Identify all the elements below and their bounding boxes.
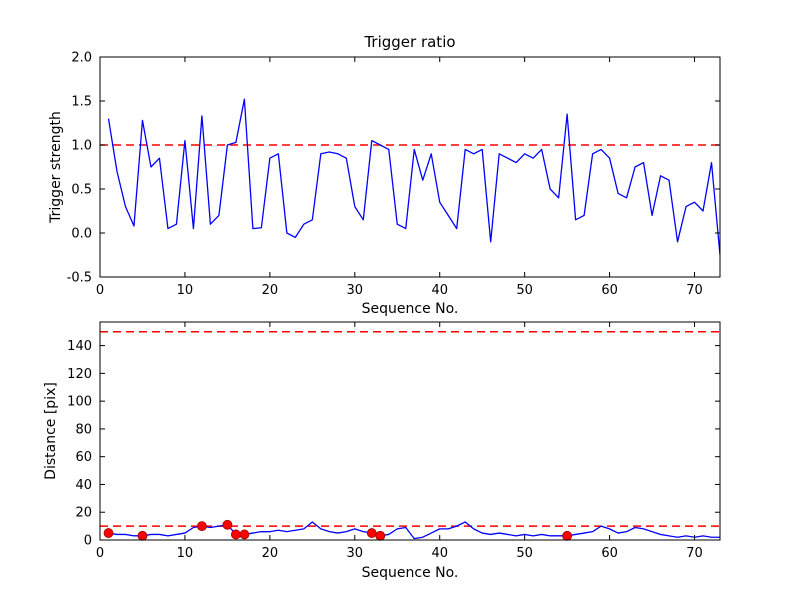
x-tick-label: 60 [601,283,618,298]
series-line [107,98,721,256]
axes-frame [99,321,721,541]
x-tick-label: 70 [686,546,703,561]
data-point-marker [137,530,148,541]
y-tick-label: 0.5 [71,183,92,198]
x-tick-label: 30 [347,546,364,561]
y-tick-label: 100 [67,395,92,410]
y-tick-label: 20 [75,506,92,521]
data-point-marker [562,530,573,541]
x-tick-label: 30 [347,283,364,298]
data-point-marker [222,519,233,530]
y-tick-label: 2.0 [71,51,92,66]
x-tick-label: 40 [431,283,448,298]
x-tick-label: 0 [96,546,104,561]
x-tick-label: 20 [262,283,279,298]
x-tick-label: 0 [96,283,104,298]
x-tick-label: 10 [177,283,194,298]
x-tick-label: 20 [262,546,279,561]
data-point-marker [366,528,377,538]
x-tick-label: 40 [431,546,448,561]
y-tick-label: 120 [67,367,92,382]
data-point-marker [197,521,207,532]
x-tick-label: 60 [601,546,618,561]
axes-frame [99,56,721,278]
data-point-marker [375,530,386,541]
top-subplot: 0 10 20 30 40 50 60 70 -0.5 0.0 0.5 1.0 1.5 2.0 [67,51,721,298]
top-xaxis-label: Sequence No. [362,301,459,317]
top-chart-title: Trigger ratio [363,33,455,51]
y-tick-label: 140 [67,339,92,354]
data-point-marker [230,529,241,540]
data-point-marker [239,529,250,540]
x-tick-label: 50 [516,546,533,561]
y-tick-label: 0.0 [71,227,92,242]
y-tick-label: 1.0 [71,139,92,154]
x-tick-label: 10 [177,546,194,561]
bottom-xaxis-label: Sequence No. [362,565,459,581]
y-tick-label: 80 [75,422,92,437]
x-tick-label: 70 [686,283,703,298]
bottom-subplot: 0 10 20 30 40 50 60 70 0 20 40 60 80 100 120 140 [67,321,721,561]
bottom-yaxis-label: Distance [pix] [43,382,59,480]
y-tick-label: 40 [75,478,92,493]
top-yaxis-label: Trigger strength [48,111,64,224]
series-line [108,521,720,540]
y-tick-label: 0 [84,534,92,549]
data-point-marker [103,528,114,538]
y-tick-label: 1.5 [71,95,92,110]
y-tick-label: 60 [75,450,92,465]
x-tick-label: 50 [516,283,533,298]
y-tick-label: -0.5 [67,271,92,286]
